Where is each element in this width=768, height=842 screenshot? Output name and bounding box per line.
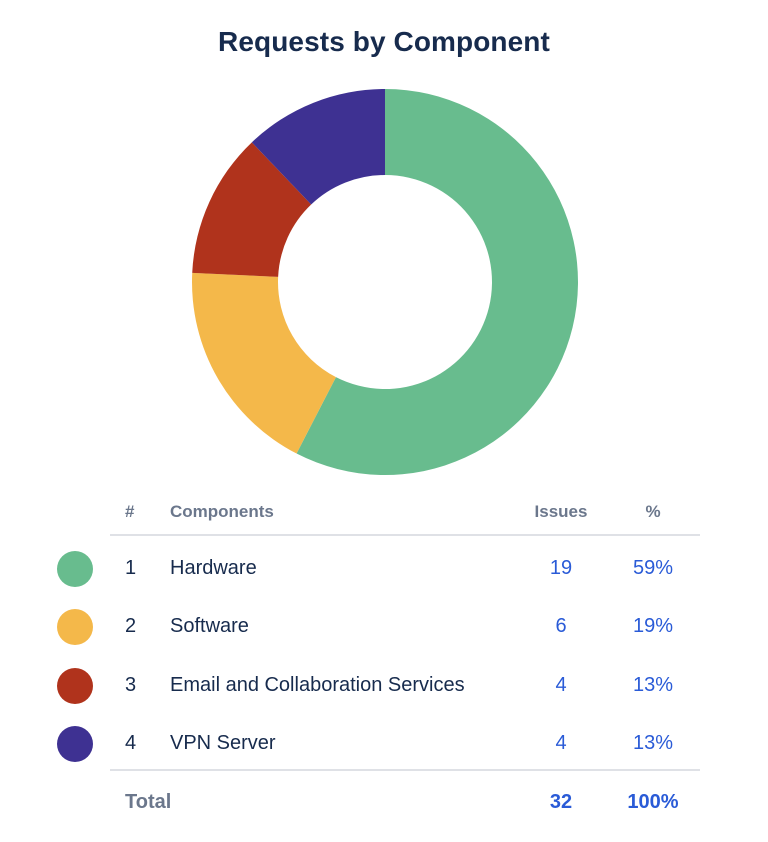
legend-swatch-email: [57, 668, 93, 704]
table-row: 4 VPN Server 4 13%: [0, 714, 768, 772]
table-row: 3 Email and Collaboration Services 4 13%: [0, 656, 768, 714]
row-issues-link[interactable]: 6: [555, 615, 567, 637]
header-issues: Issues: [534, 502, 588, 521]
total-divider: [110, 769, 700, 771]
row-index: 2: [125, 615, 137, 637]
donut-slice-email-and-collaboration-services[interactable]: [192, 142, 312, 277]
table-row: 1 Hardware 19 59%: [0, 539, 768, 597]
header-components: Components: [170, 502, 274, 521]
row-component: Software: [170, 615, 249, 637]
row-percent-link[interactable]: 13%: [632, 732, 674, 754]
donut-slice-software[interactable]: [192, 272, 336, 454]
chart-title: Requests by Component: [218, 26, 550, 57]
row-issues-link[interactable]: 19: [549, 557, 573, 579]
donut-slice-hardware[interactable]: [296, 89, 579, 476]
total-percent-link[interactable]: 100%: [627, 791, 679, 813]
total-issues-link[interactable]: 32: [549, 791, 573, 813]
header-index: #: [125, 502, 135, 521]
legend-swatch-hardware: [57, 551, 93, 587]
row-percent-link[interactable]: 59%: [632, 557, 674, 579]
table-row: 2 Software 6 19%: [0, 597, 768, 655]
total-label: Total: [125, 791, 172, 813]
row-issues-link[interactable]: 4: [555, 674, 567, 696]
row-issues-link[interactable]: 4: [555, 732, 567, 754]
row-component: Email and Collaboration Services: [170, 674, 465, 696]
donut-chart: [191, 88, 579, 476]
row-component: Hardware: [170, 557, 257, 579]
row-index: 3: [125, 674, 137, 696]
donut-slice-vpn-server[interactable]: [251, 88, 385, 205]
legend-swatch-software: [57, 609, 93, 645]
header-divider: [110, 534, 700, 536]
table-header-row: # Components Issues %: [0, 490, 768, 548]
row-percent-link[interactable]: 13%: [632, 674, 674, 696]
donut-chart-svg: [192, 88, 579, 476]
header-percent: %: [645, 502, 661, 521]
row-index: 4: [125, 732, 137, 754]
legend-swatch-vpn: [57, 726, 93, 762]
row-percent-link[interactable]: 19%: [632, 615, 674, 637]
total-row: Total 32 100%: [0, 773, 768, 831]
row-component: VPN Server: [170, 732, 276, 754]
row-index: 1: [125, 557, 137, 579]
